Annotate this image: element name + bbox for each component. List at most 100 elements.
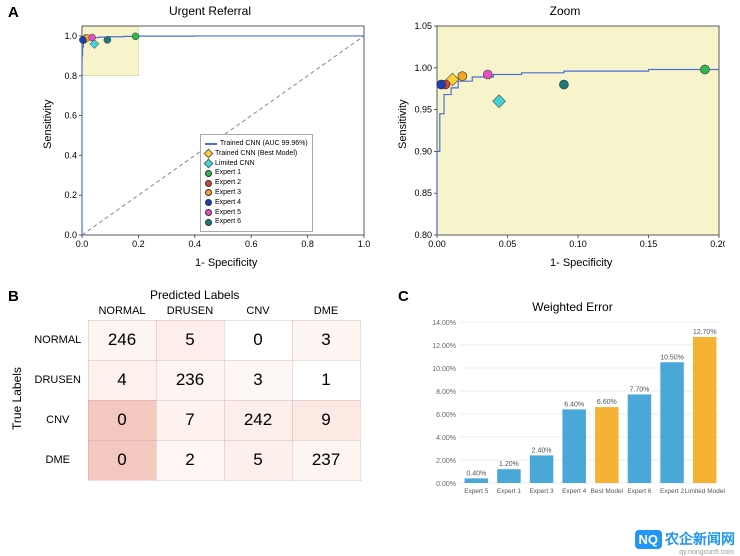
svg-text:14.00%: 14.00% [432,320,456,327]
svg-text:0.15: 0.15 [640,239,658,249]
matrix-cell: 242 [224,400,292,440]
matrix-cell: 7 [156,400,224,440]
legend-item: Trained CNN (Best Model) [205,149,308,159]
bar-title: Weighted Error [420,300,725,314]
matrix-cell: 0 [88,400,156,440]
svg-text:Expert 1: Expert 1 [497,488,522,495]
svg-text:12.00%: 12.00% [432,343,456,350]
matrix-cell: 0 [224,320,292,360]
bar [660,362,683,483]
legend-marker [205,189,212,196]
panel-b-label: B [8,288,19,305]
svg-text:0.95: 0.95 [414,105,432,115]
bar [628,394,651,483]
legend-item: Expert 4 [205,198,308,208]
svg-text:0.00%: 0.00% [436,481,456,488]
legend-marker [204,159,214,169]
legend-label: Expert 1 [215,168,241,178]
matrix-row-header: CNV [28,400,88,440]
bar [530,455,553,483]
legend-marker [205,199,212,206]
watermark-sub: qy.nongcun5.com [679,549,734,556]
legend-item: Expert 3 [205,188,308,198]
svg-text:10.00%: 10.00% [432,366,456,373]
zoom-ylabel: Sensitivity [397,99,409,149]
bar [595,407,618,483]
svg-text:0.8: 0.8 [301,239,314,249]
confusion-matrix: NORMALDRUSENCNVDMENORMAL246503DRUSEN4236… [28,302,361,481]
legend-marker [205,219,212,226]
legend-label: Expert 5 [215,208,241,218]
matrix-cell: 3 [224,360,292,400]
svg-text:0.00: 0.00 [428,239,446,249]
legend-label: Limited CNN [215,159,255,169]
legend-item: Expert 1 [205,168,308,178]
matrix-cell: 5 [156,320,224,360]
svg-text:Expert 6: Expert 6 [627,488,652,495]
svg-text:0.0: 0.0 [64,230,77,240]
bar [465,478,488,483]
matrix-cell: 9 [292,400,360,440]
svg-text:2.00%: 2.00% [436,458,456,465]
svg-text:1.00: 1.00 [414,63,432,73]
zoom-chart: Zoom 0.000.050.100.150.200.800.850.900.9… [405,4,725,257]
matrix-col-header: NORMAL [88,302,156,320]
svg-text:0.85: 0.85 [414,188,432,198]
legend-item: Expert 6 [205,217,308,227]
legend-item: Limited CNN [205,159,308,169]
svg-text:0.10: 0.10 [569,239,587,249]
matrix-row-header: NORMAL [28,320,88,360]
legend-label: Expert 2 [215,178,241,188]
legend-marker [205,170,212,177]
svg-text:0.40%: 0.40% [466,470,486,477]
svg-text:0.90: 0.90 [414,146,432,156]
svg-text:12.70%: 12.70% [693,329,717,336]
svg-text:6.40%: 6.40% [564,401,584,408]
matrix-cell: 237 [292,440,360,480]
bar [693,337,716,483]
legend-item: Expert 2 [205,178,308,188]
matrix-row-header: DRUSEN [28,360,88,400]
matrix-col-header: DRUSEN [156,302,224,320]
svg-text:Expert 4: Expert 4 [562,488,587,495]
svg-text:1.0: 1.0 [358,239,370,249]
legend-label: Expert 6 [215,217,241,227]
legend-label: Expert 4 [215,198,241,208]
svg-text:0.4: 0.4 [189,239,202,249]
legend-marker [205,180,212,187]
watermark-logo: NQ [635,530,663,549]
roc-ylabel: Sensitivity [42,99,54,149]
legend-item: Expert 5 [205,208,308,218]
svg-text:7.70%: 7.70% [630,386,650,393]
svg-text:2.40%: 2.40% [532,447,552,454]
svg-text:Best Model: Best Model [591,488,624,495]
legend-label: Trained CNN (AUC 99.96%) [220,139,308,149]
svg-text:1.05: 1.05 [414,22,432,31]
svg-text:1.0: 1.0 [64,31,77,41]
matrix-cell: 5 [224,440,292,480]
legend-marker [204,149,214,159]
svg-text:0.05: 0.05 [499,239,517,249]
roc-xlabel: 1- Specificity [195,257,257,269]
legend-marker [205,209,212,216]
bar [562,409,585,483]
svg-text:8.00%: 8.00% [436,389,456,396]
svg-text:0.0: 0.0 [76,239,89,249]
matrix-cell: 2 [156,440,224,480]
svg-text:Expert 3: Expert 3 [529,488,554,495]
matrix-row-header: DME [28,440,88,480]
svg-text:0.4: 0.4 [64,150,77,160]
legend-label: Expert 3 [215,188,241,198]
svg-text:0.2: 0.2 [64,190,77,200]
svg-text:0.6: 0.6 [64,111,77,121]
zoom-xlabel: 1- Specificity [550,257,612,269]
watermark: NQ 农企新闻网 [635,529,736,549]
bar [497,469,520,483]
svg-text:6.60%: 6.60% [597,399,617,406]
watermark-text: 农企新闻网 [665,529,735,549]
zoom-title: Zoom [405,4,725,18]
matrix-col-title: Predicted Labels [150,288,239,302]
matrix-cell: 0 [88,440,156,480]
matrix-cell: 1 [292,360,360,400]
svg-text:Limited Model: Limited Model [684,488,725,495]
